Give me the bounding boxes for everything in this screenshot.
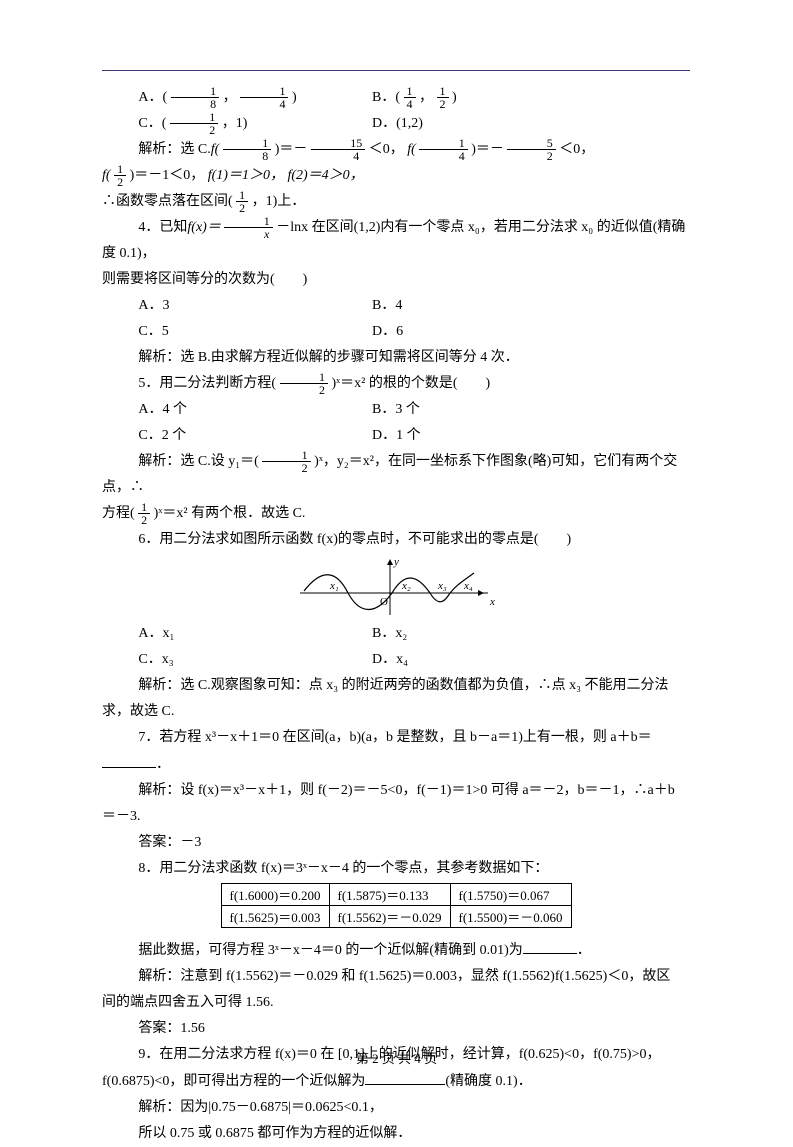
q5-stem: 5．用二分法判断方程( 12 )ˣ＝x² 的根的个数是( ) (102, 371, 690, 397)
q5-opt-c: C．2 个 (102, 423, 372, 449)
q3-solution-line3: ∴函数零点落在区间( 12 ，1)上． (102, 189, 690, 215)
svg-text:x₁: x₁ (329, 580, 339, 592)
q4-stem: 4．已知f(x)＝ 1x －lnx 在区间(1,2)内有一个零点 x₀，若用二分… (102, 215, 690, 267)
opt-d-label: D．(1,2) (372, 116, 423, 131)
q8-stem: 8．用二分法求函数 f(x)＝3ˣ－x－4 的一个零点，其参考数据如下： (102, 856, 690, 882)
q8-solution-line2: 间的端点四舍五入可得 1.56. (102, 990, 690, 1016)
q5-opt-a: A．4 个 (102, 397, 372, 423)
q4-opt-a: A．3 (102, 293, 372, 319)
q3-options-cd: C．( 12 ，1) D．(1,2) (102, 111, 690, 137)
svg-text:x: x (489, 596, 495, 608)
q5-opt-b: B．3 个 (372, 397, 690, 423)
q5-opt-d: D．1 个 (372, 423, 690, 449)
q4-opt-b: B．4 (372, 293, 690, 319)
q6-stem: 6．用二分法求如图所示函数 f(x)的零点时，不可能求出的零点是( ) (102, 527, 690, 553)
svg-text:x₃: x₃ (437, 580, 447, 592)
svg-text:x₄: x₄ (463, 580, 473, 592)
q7-stem: 7．若方程 x³－x＋1＝0 在区间(a，b)(a，b 是整数，且 b－a＝1)… (102, 725, 690, 751)
opt-b-label: B．( (372, 90, 400, 105)
opt-a-label: A．( (138, 90, 167, 105)
svg-text:x₂: x₂ (401, 580, 411, 592)
q8-stem2: 据此数据，可得方程 3ˣ－x－4＝0 的一个近似解(精确到 0.01)为． (102, 937, 690, 964)
svg-text:O: O (380, 596, 388, 608)
q9-stem-line2: f(0.6875)<0，即可得出方程的一个近似解为(精确度 0.1)． (102, 1068, 690, 1095)
q7-blank: ． (102, 751, 690, 778)
q3-options-ab: A．( 18 ， 14 ) B．( 14 ， 12 ) (102, 85, 690, 111)
opt-c-label: C．( (138, 116, 166, 131)
q6-opt-c: C．x₃ (102, 647, 372, 673)
page-footer: 第 2 页 共 4 页 (0, 1048, 793, 1067)
top-rule (102, 70, 690, 71)
svg-text:y: y (393, 556, 399, 568)
q5-solution-line1: 解析：选 C.设 y₁＝( 12 )ˣ，y₂＝x²，在同一坐标系下作图象(略)可… (102, 449, 690, 501)
q6-opt-a: A．x₁ (102, 621, 372, 647)
q7-solution-line2: ＝－3. (102, 804, 690, 830)
q8-table: f(1.6000)＝0.200f(1.5875)＝0.133f(1.5750)＝… (221, 883, 572, 928)
q8-solution-line1: 解析：注意到 f(1.5562)＝－0.029 和 f(1.5625)＝0.00… (102, 964, 690, 990)
q8-answer: 答案：1.56 (102, 1016, 690, 1042)
q6-opt-b: B．x₂ (372, 621, 690, 647)
q7-solution-line1: 解析：设 f(x)＝x³－x＋1，则 f(－2)＝－5<0，f(－1)＝1>0 … (102, 778, 690, 804)
q4-stem2: 则需要将区间等分的次数为( ) (102, 267, 690, 293)
q9-solution-line1: 解析：因为|0.75－0.6875|＝0.0625<0.1， (102, 1095, 690, 1121)
q4-opt-d: D．6 (372, 319, 690, 345)
q9-solution-line2: 所以 0.75 或 0.6875 都可作为方程的近似解． (102, 1121, 690, 1147)
q5-solution-line2: 方程( 12 )ˣ＝x² 有两个根．故选 C. (102, 501, 690, 527)
q6-opt-d: D．x₄ (372, 647, 690, 673)
q4-solution: 解析：选 B.由求解方程近似解的步骤可知需将区间等分 4 次． (102, 345, 690, 371)
q6-solution-line1: 解析：选 C.观察图象可知：点 x₃ 的附近两旁的函数值都为负值，∴点 x₃ 不… (102, 673, 690, 699)
q3-solution-line2: f( 12 )＝－1＜0， f(1)＝1＞0， f(2)＝4＞0， (102, 163, 690, 189)
page-content: A．( 18 ， 14 ) B．( 14 ， 12 ) C．( 12 ，1) D… (102, 70, 690, 1147)
q6-solution-line2: 求，故选 C. (102, 699, 690, 725)
q6-figure: y x Ox₁ x₂ x₃ x₄ (102, 555, 690, 619)
q3-solution-line1: 解析：选 C.f( 18 )＝－ 154 ＜0， f( 14 )＝－ 52 ＜0… (102, 137, 690, 163)
q4-opt-c: C．5 (102, 319, 372, 345)
q7-answer: 答案：－3 (102, 830, 690, 856)
